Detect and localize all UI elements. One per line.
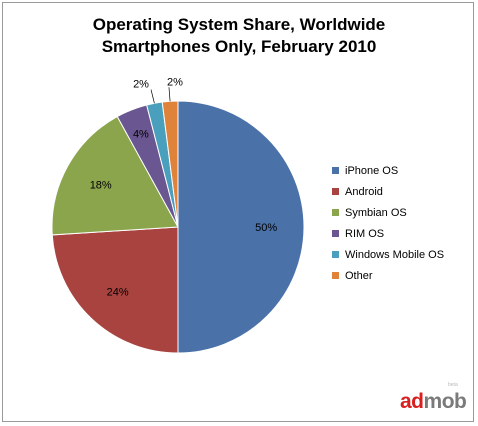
legend-swatch — [332, 209, 339, 216]
legend-item-symbian-os: Symbian OS — [332, 202, 444, 223]
legend-swatch — [332, 251, 339, 258]
chart-legend: iPhone OS Android Symbian OS RIM OS Windows … — [332, 160, 444, 286]
data-label-rim-os: 4% — [133, 128, 149, 140]
data-label-symbian-os: 18% — [90, 180, 112, 192]
data-label-iphone-os: 50% — [255, 222, 277, 234]
legend-item-other: Other — [332, 265, 444, 286]
leader-line-windows-mobile-os — [150, 89, 155, 104]
admob-logo: admob — [400, 390, 467, 414]
pie-slice-iphone-os — [177, 100, 305, 354]
legend-item-android: Android — [332, 181, 444, 202]
legend-swatch — [332, 230, 339, 237]
legend-item-iphone-os: iPhone OS — [332, 160, 444, 181]
legend-label: Other — [345, 269, 373, 282]
legend-swatch — [332, 272, 339, 279]
legend-label: Windows Mobile OS — [345, 248, 445, 261]
pie-slice-symbian-os — [51, 115, 179, 236]
data-label-other: 2% — [167, 76, 183, 88]
logo-mob-text: mob — [423, 390, 467, 413]
legend-swatch — [332, 188, 339, 195]
legend-label: RIM OS — [345, 227, 385, 240]
logo-beta-tag: beta — [448, 382, 458, 388]
leader-line-other — [168, 87, 171, 102]
legend-label: iPhone OS — [345, 164, 399, 177]
data-label-windows-mobile-os: 2% — [133, 79, 149, 91]
legend-swatch — [332, 167, 339, 174]
legend-item-rim-os: RIM OS — [332, 223, 444, 244]
legend-item-windows-mobile-os: Windows Mobile OS — [332, 244, 444, 265]
chart-frame — [2, 2, 474, 422]
pie-slice-other — [161, 100, 179, 228]
logo-ad-text: ad — [400, 390, 424, 413]
chart-title-line-2: Smartphones Only, February 2010 — [101, 37, 377, 56]
chart-title-line-1: Operating System Share, Worldwide — [92, 15, 386, 34]
legend-label: Android — [345, 185, 383, 198]
chart-title: Operating System Share, Worldwide Smartp… — [0, 14, 478, 58]
data-label-android: 24% — [107, 286, 129, 298]
legend-label: Symbian OS — [345, 206, 407, 219]
pie-slice-android — [51, 226, 179, 354]
